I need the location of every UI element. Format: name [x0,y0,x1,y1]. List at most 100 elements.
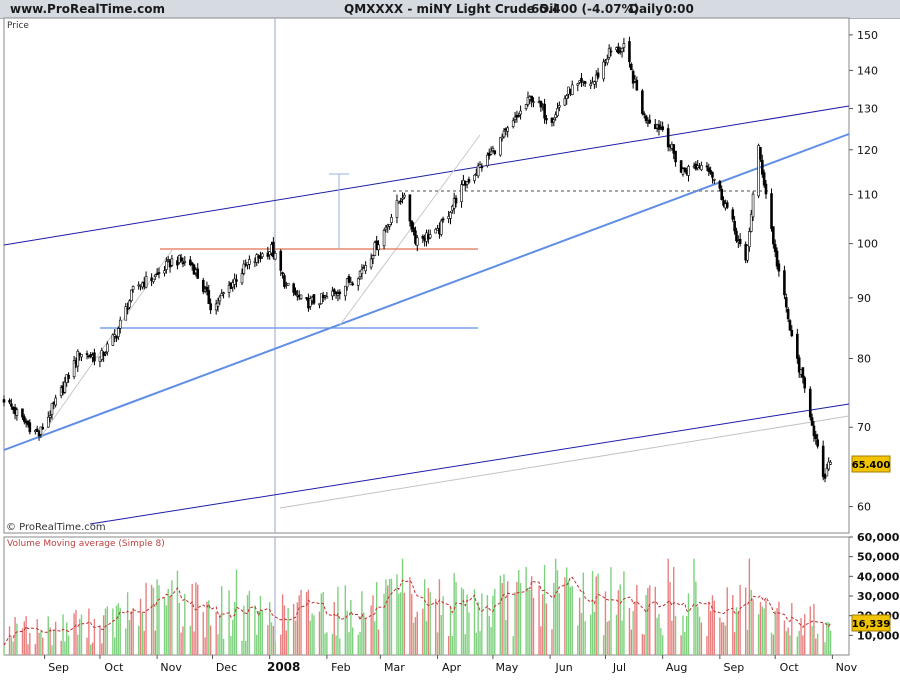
candle-down [777,263,781,272]
x-tick-label: Apr [442,661,462,674]
measurement-marker[interactable] [329,173,349,249]
lower-channel-line[interactable] [89,403,850,525]
candle-up [113,334,116,337]
volume-tick-label: 30,000 [857,590,900,603]
candle-up [331,290,334,297]
candle-down [770,193,773,229]
x-tick-label: Nov [836,661,858,674]
candle-up [532,101,535,103]
candle-down [762,172,766,186]
candle-down [281,272,284,275]
parallel-support-line[interactable] [279,415,850,509]
candle-down [115,336,118,339]
candle-down [292,283,295,293]
candle-up [403,194,406,198]
site-url[interactable]: www.ProRealTime.com [10,2,165,16]
candle-up [473,174,476,181]
candle-up [382,230,386,247]
candle-up [344,285,347,297]
candle-down [338,291,342,295]
candle-down [631,70,635,84]
x-tick-label: May [496,661,519,674]
candle-down [731,209,735,220]
candle-up [144,276,148,288]
volume-tick-label: 50,000 [857,551,900,564]
main-uptrend-line[interactable] [3,133,850,451]
candle-down [679,160,683,173]
candle-down [666,128,670,148]
candle-down [196,268,200,279]
candle-up [829,461,832,465]
candle-up [260,253,264,258]
upper-channel-line[interactable] [3,105,850,246]
candlestick-series [2,36,832,483]
candle-up [152,278,155,282]
candle-down [454,197,458,204]
steep-trend-line-2[interactable] [339,134,481,326]
candle-up [502,130,506,138]
candle-up [222,292,225,294]
candle-down [801,367,805,378]
candle-down [720,188,723,200]
candle-down [672,144,676,154]
last-volume-badge [851,614,891,632]
candle-down [760,159,764,175]
price-tick-label: 100 [857,238,878,251]
candle-down [67,374,70,379]
candle-up [511,120,515,127]
candle-up [700,165,703,171]
x-tick-label: Jul [612,661,626,674]
steep-trend-line-1[interactable] [39,249,173,439]
candle-up [124,306,128,321]
candle-up [415,237,419,246]
candle-down [735,230,738,242]
candle-up [565,95,569,99]
candle-up [118,319,122,329]
candle-down [399,200,402,203]
price-panel-label: Price [7,21,29,31]
candle-up [388,224,391,227]
candle-down [617,46,620,54]
candle-up [465,181,469,185]
price-change: 65.400 (-4.07%) [531,2,640,16]
x-tick-label: Nov [160,661,182,674]
volume-bars [3,558,832,655]
candle-up [248,259,251,265]
candle-up [749,213,753,232]
x-tick-label: Aug [666,661,687,674]
candle-down [772,226,775,245]
candle-up [299,294,303,299]
candle-down [773,243,777,252]
candle-down [635,79,639,91]
candle-up [336,293,340,296]
last-volume-badge-text: 16,339 [852,619,891,630]
candle-down [609,50,613,53]
candle-down [823,474,827,479]
candle-down [272,241,275,258]
candle-up [390,217,393,223]
candle-down [775,250,779,267]
candle-up [183,261,187,263]
candle-up [76,350,80,367]
candle-up [460,184,463,202]
candle-down [705,165,709,168]
candle-up [131,286,135,290]
candle-up [318,303,321,306]
candle-up [153,274,157,277]
volume-ma-path [3,576,832,646]
candle-up [452,198,456,209]
candle-down [209,303,212,311]
candle-down [126,308,129,310]
candle-down [467,178,471,183]
candle-up [552,119,556,123]
candle-down [543,103,546,119]
candle-down [283,275,286,287]
x-tick-label: Oct [780,661,800,674]
candle-down [312,294,316,304]
candle-up [356,278,360,286]
x-tick-label: Feb [331,661,350,674]
candle-down [661,126,664,131]
candle-down [93,352,96,362]
x-tick-label: Sep [723,661,744,674]
candle-up [320,293,323,305]
